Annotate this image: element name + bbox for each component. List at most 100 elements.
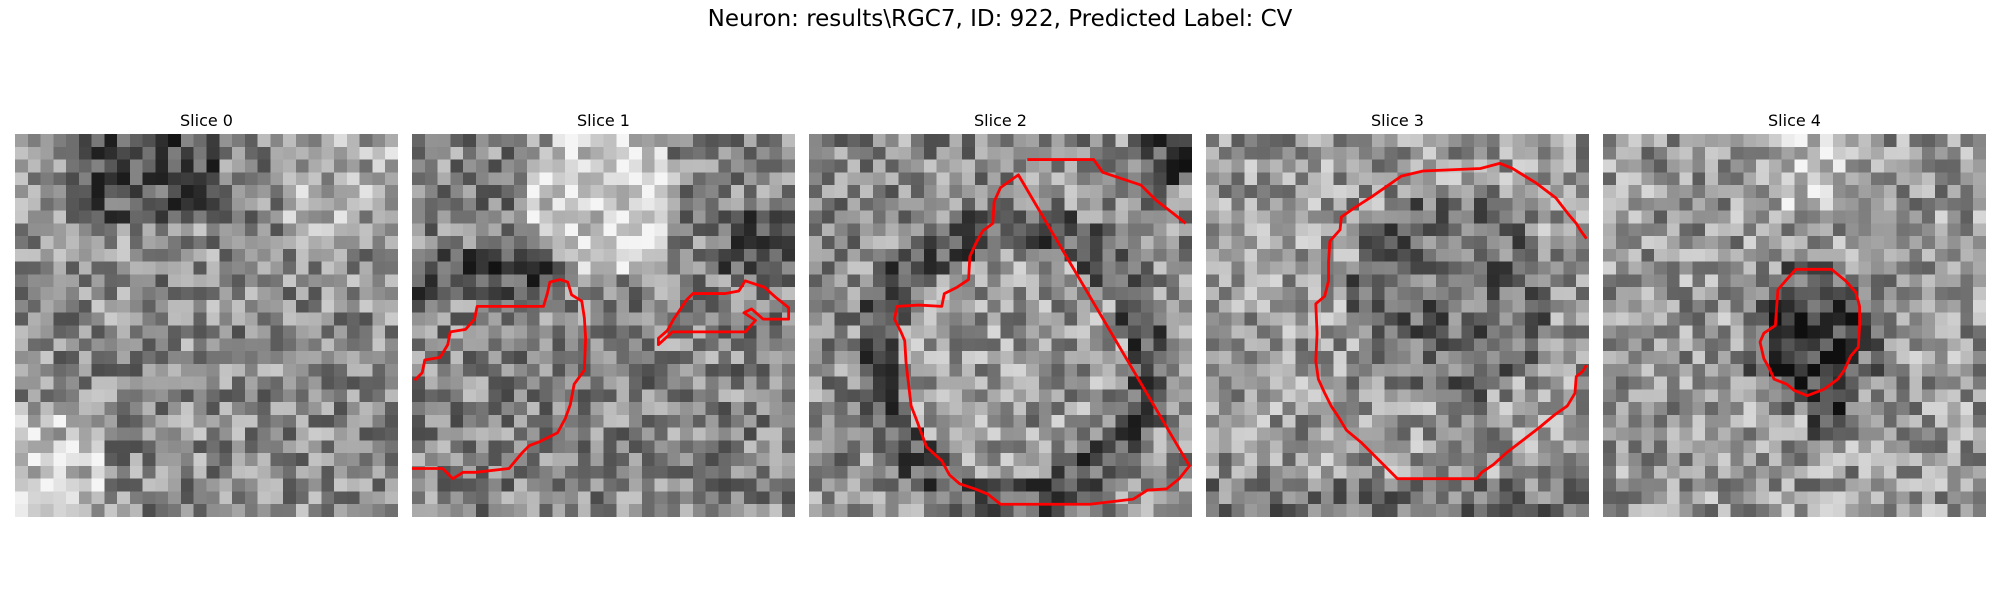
image-pixel bbox=[603, 134, 617, 148]
image-pixel bbox=[565, 465, 579, 479]
image-pixel bbox=[1206, 236, 1220, 250]
image-pixel bbox=[104, 325, 118, 339]
image-pixel bbox=[346, 210, 360, 224]
image-pixel bbox=[27, 338, 41, 352]
image-pixel bbox=[1218, 261, 1232, 275]
image-pixel bbox=[78, 363, 92, 377]
image-pixel bbox=[1295, 363, 1309, 377]
image-pixel bbox=[104, 236, 118, 250]
image-pixel bbox=[1641, 440, 1655, 454]
image-pixel bbox=[1628, 146, 1642, 160]
image-pixel bbox=[692, 223, 706, 237]
image-pixel bbox=[1909, 134, 1923, 148]
image-pixel bbox=[1448, 363, 1462, 377]
image-pixel bbox=[552, 146, 566, 160]
image-pixel bbox=[1641, 478, 1655, 492]
image-pixel bbox=[1269, 236, 1283, 250]
image-pixel bbox=[1257, 440, 1271, 454]
image-pixel bbox=[372, 440, 386, 454]
image-pixel bbox=[1705, 210, 1719, 224]
image-pixel bbox=[987, 427, 1001, 441]
image-pixel bbox=[718, 504, 732, 517]
image-pixel bbox=[1705, 453, 1719, 467]
image-pixel bbox=[117, 287, 131, 301]
image-pixel bbox=[1934, 478, 1948, 492]
image-pixel bbox=[616, 376, 630, 390]
image-pixel bbox=[1896, 172, 1910, 186]
image-pixel bbox=[885, 351, 899, 365]
image-pixel bbox=[1550, 465, 1564, 479]
image-pixel bbox=[1153, 159, 1167, 173]
image-pixel bbox=[346, 223, 360, 237]
image-pixel bbox=[539, 453, 553, 467]
image-pixel bbox=[1730, 299, 1744, 313]
image-pixel bbox=[616, 351, 630, 365]
image-pixel bbox=[1743, 146, 1757, 160]
image-pixel bbox=[219, 402, 233, 416]
image-pixel bbox=[590, 134, 604, 148]
image-pixel bbox=[1423, 351, 1437, 365]
image-pixel bbox=[1051, 465, 1065, 479]
image-pixel bbox=[654, 427, 668, 441]
image-pixel bbox=[321, 325, 335, 339]
image-pixel bbox=[295, 210, 309, 224]
image-pixel bbox=[1038, 478, 1052, 492]
image-pixel bbox=[1743, 453, 1757, 467]
image-pixel bbox=[359, 363, 373, 377]
image-pixel bbox=[424, 338, 438, 352]
image-pixel bbox=[1435, 351, 1449, 365]
image-pixel bbox=[244, 478, 258, 492]
image-pixel bbox=[1140, 172, 1154, 186]
image-pixel bbox=[1563, 236, 1577, 250]
image-pixel bbox=[987, 159, 1001, 173]
image-pixel bbox=[219, 159, 233, 173]
image-pixel bbox=[885, 389, 899, 403]
image-pixel bbox=[15, 223, 29, 237]
image-pixel bbox=[1295, 402, 1309, 416]
image-pixel bbox=[974, 312, 988, 326]
image-pixel bbox=[821, 299, 835, 313]
image-pixel bbox=[1166, 453, 1180, 467]
image-pixel bbox=[1320, 197, 1334, 211]
image-pixel bbox=[974, 440, 988, 454]
image-pixel bbox=[552, 402, 566, 416]
image-pixel bbox=[1858, 287, 1872, 301]
image-pixel bbox=[1140, 478, 1154, 492]
image-pixel bbox=[219, 146, 233, 160]
image-pixel bbox=[1641, 236, 1655, 250]
image-pixel bbox=[1461, 338, 1475, 352]
image-pixel bbox=[911, 465, 925, 479]
image-pixel bbox=[526, 134, 540, 148]
image-pixel bbox=[526, 274, 540, 288]
image-pixel bbox=[1231, 223, 1245, 237]
image-pixel bbox=[142, 146, 156, 160]
image-pixel bbox=[1692, 402, 1706, 416]
image-pixel bbox=[1525, 146, 1539, 160]
image-pixel bbox=[1051, 223, 1065, 237]
image-pixel bbox=[1666, 351, 1680, 365]
image-pixel bbox=[27, 185, 41, 199]
image-pixel bbox=[488, 389, 502, 403]
image-pixel bbox=[1423, 414, 1437, 428]
image-pixel bbox=[412, 261, 426, 275]
image-pixel bbox=[1550, 351, 1564, 365]
image-pixel bbox=[705, 197, 719, 211]
image-pixel bbox=[346, 172, 360, 186]
image-pixel bbox=[1781, 351, 1795, 365]
image-pixel bbox=[257, 146, 271, 160]
image-pixel bbox=[641, 478, 655, 492]
image-pixel bbox=[206, 312, 220, 326]
image-pixel bbox=[193, 261, 207, 275]
image-pixel bbox=[1218, 236, 1232, 250]
image-pixel bbox=[270, 274, 284, 288]
image-pixel bbox=[1371, 236, 1385, 250]
image-pixel bbox=[1282, 185, 1296, 199]
image-pixel bbox=[1628, 325, 1642, 339]
image-pixel bbox=[718, 261, 732, 275]
image-pixel bbox=[91, 312, 105, 326]
image-pixel bbox=[769, 351, 783, 365]
image-pixel bbox=[872, 261, 886, 275]
image-pixel bbox=[385, 134, 398, 148]
image-pixel bbox=[1089, 185, 1103, 199]
image-pixel bbox=[1858, 146, 1872, 160]
